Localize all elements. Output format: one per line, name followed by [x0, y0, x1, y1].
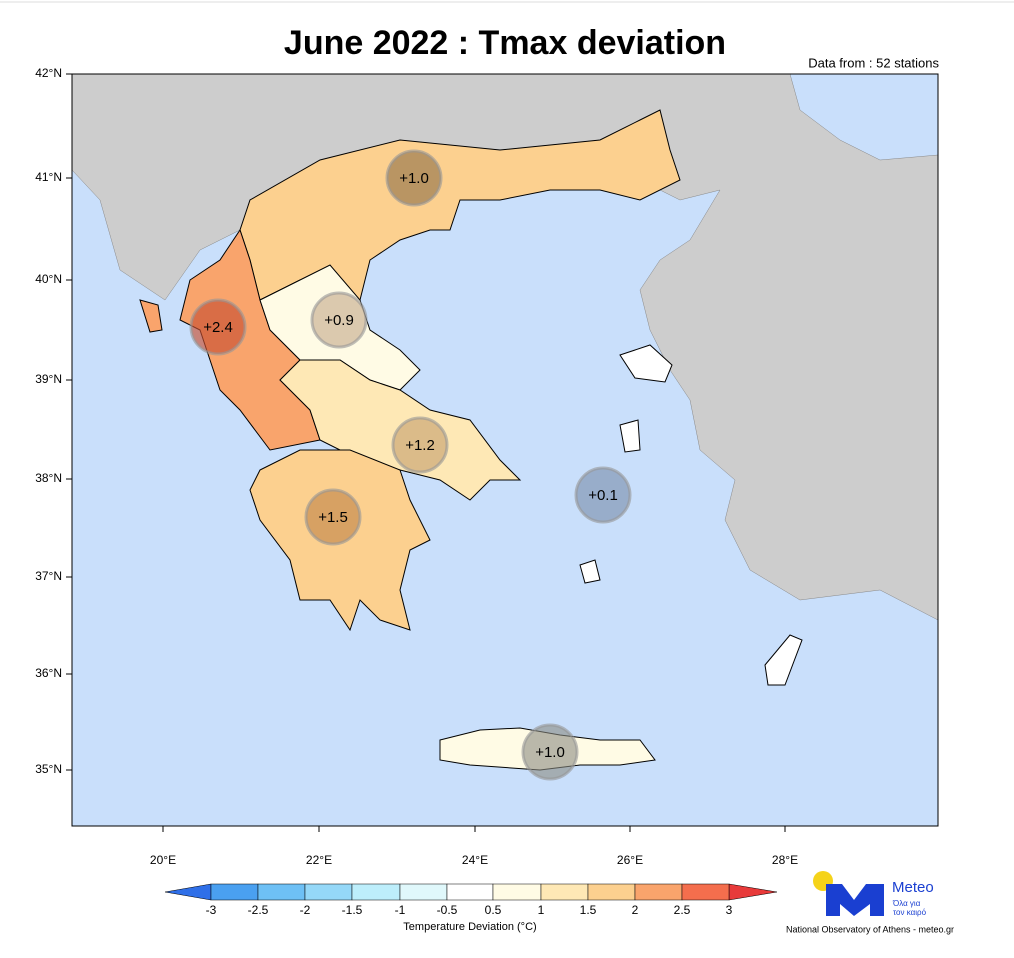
- lon-label: 28°E: [772, 853, 798, 867]
- colorbar-tick-label: -3: [206, 903, 217, 917]
- lat-label: 42°N: [35, 66, 62, 80]
- axes: 42°N 41°N 40°N 39°N 38°N 37°N 36°N 35°N 20°E 22°E…: [35, 66, 798, 867]
- map-frame: [71, 73, 939, 827]
- logo-name: Meteo: [892, 879, 934, 896]
- colorbar-segment: [399, 883, 448, 901]
- lat-label: 35°N: [35, 762, 62, 776]
- logo-tagline: Όλα για: [892, 899, 921, 908]
- corfu: [139, 299, 163, 333]
- lat-label: 40°N: [35, 272, 62, 286]
- colorbar-segment: [351, 883, 401, 901]
- logo-m: [826, 884, 884, 916]
- colorbar-tick-label: -1.5: [342, 903, 363, 917]
- colorbar-segment: [681, 883, 730, 901]
- colorbar: -3 -2.5 -2 -1.5 -1 -0.5 0.5 1 1.5 2 2.5 3: [164, 883, 778, 917]
- colorbar-segment: [634, 883, 683, 901]
- lat-label: 37°N: [35, 569, 62, 583]
- lon-label: 24°E: [462, 853, 488, 867]
- station-label: +2.4: [203, 319, 233, 336]
- station-label: +0.1: [588, 487, 618, 504]
- colorbar-segment: [210, 883, 259, 901]
- colorbar-tick-label: 2.5: [674, 903, 691, 917]
- station-label: +0.9: [324, 312, 354, 329]
- colorbar-segment: [587, 883, 636, 901]
- lesvos: [619, 344, 673, 383]
- colorbar-tick-label: 1: [538, 903, 545, 917]
- rhodes: [764, 634, 803, 686]
- logo-tagline: τον καιρό: [893, 908, 927, 917]
- station-marker: [574, 466, 632, 524]
- logo: Meteo Όλα για τον καιρό National Observa…: [786, 871, 954, 934]
- colorbar-title: Temperature Deviation (°C): [403, 921, 536, 933]
- lat-label: 38°N: [35, 471, 62, 485]
- colorbar-tick-label: -1: [395, 903, 406, 917]
- title: June 2022 : Tmax deviation: [284, 24, 726, 62]
- colorbar-tick-label: 1.5: [580, 903, 597, 917]
- colorbar-high: [728, 883, 778, 901]
- station-label: +1.2: [405, 437, 435, 454]
- station-label: +1.0: [535, 744, 565, 761]
- chios: [619, 419, 641, 453]
- lat-label: 36°N: [35, 666, 62, 680]
- subtitle: Data from : 52 stations: [808, 55, 939, 70]
- lat-label: 41°N: [35, 170, 62, 184]
- colorbar-low: [164, 883, 212, 901]
- station-marker: [304, 488, 362, 546]
- lon-label: 26°E: [617, 853, 643, 867]
- colorbar-tick-label: 0.5: [485, 903, 502, 917]
- colorbar-segment: [540, 883, 589, 901]
- colorbar-segment: [492, 883, 542, 901]
- station-marker: [385, 149, 443, 207]
- lon-label: 22°E: [306, 853, 332, 867]
- colorbar-segment: [446, 883, 494, 901]
- station-label: +1.5: [318, 509, 348, 526]
- colorbar-tick-label: -2: [300, 903, 311, 917]
- colorbar-segment: [257, 883, 306, 901]
- station-marker: [189, 298, 247, 356]
- stations: +1.0 +0.9 +2.4 +1.2 +1.5 +0.1 +1.0: [189, 149, 632, 781]
- colorbar-tick-label: -0.5: [437, 903, 458, 917]
- credit: National Observatory of Athens - meteo.g…: [786, 924, 954, 934]
- station-label: +1.0: [399, 170, 429, 187]
- station-marker: [310, 291, 368, 349]
- colorbar-segment: [304, 883, 353, 901]
- colorbar-tick-label: 3: [726, 903, 733, 917]
- map: 42°N 41°N 40°N 39°N 38°N 37°N 36°N 35°N 20°E 22°E…: [35, 66, 939, 867]
- colorbar-tick-label: 2: [632, 903, 639, 917]
- lat-label: 39°N: [35, 372, 62, 386]
- colorbar-tick-label: -2.5: [248, 903, 269, 917]
- islands: [579, 559, 601, 584]
- station-marker: [391, 416, 449, 474]
- station-marker: [521, 723, 579, 781]
- lon-label: 20°E: [150, 853, 176, 867]
